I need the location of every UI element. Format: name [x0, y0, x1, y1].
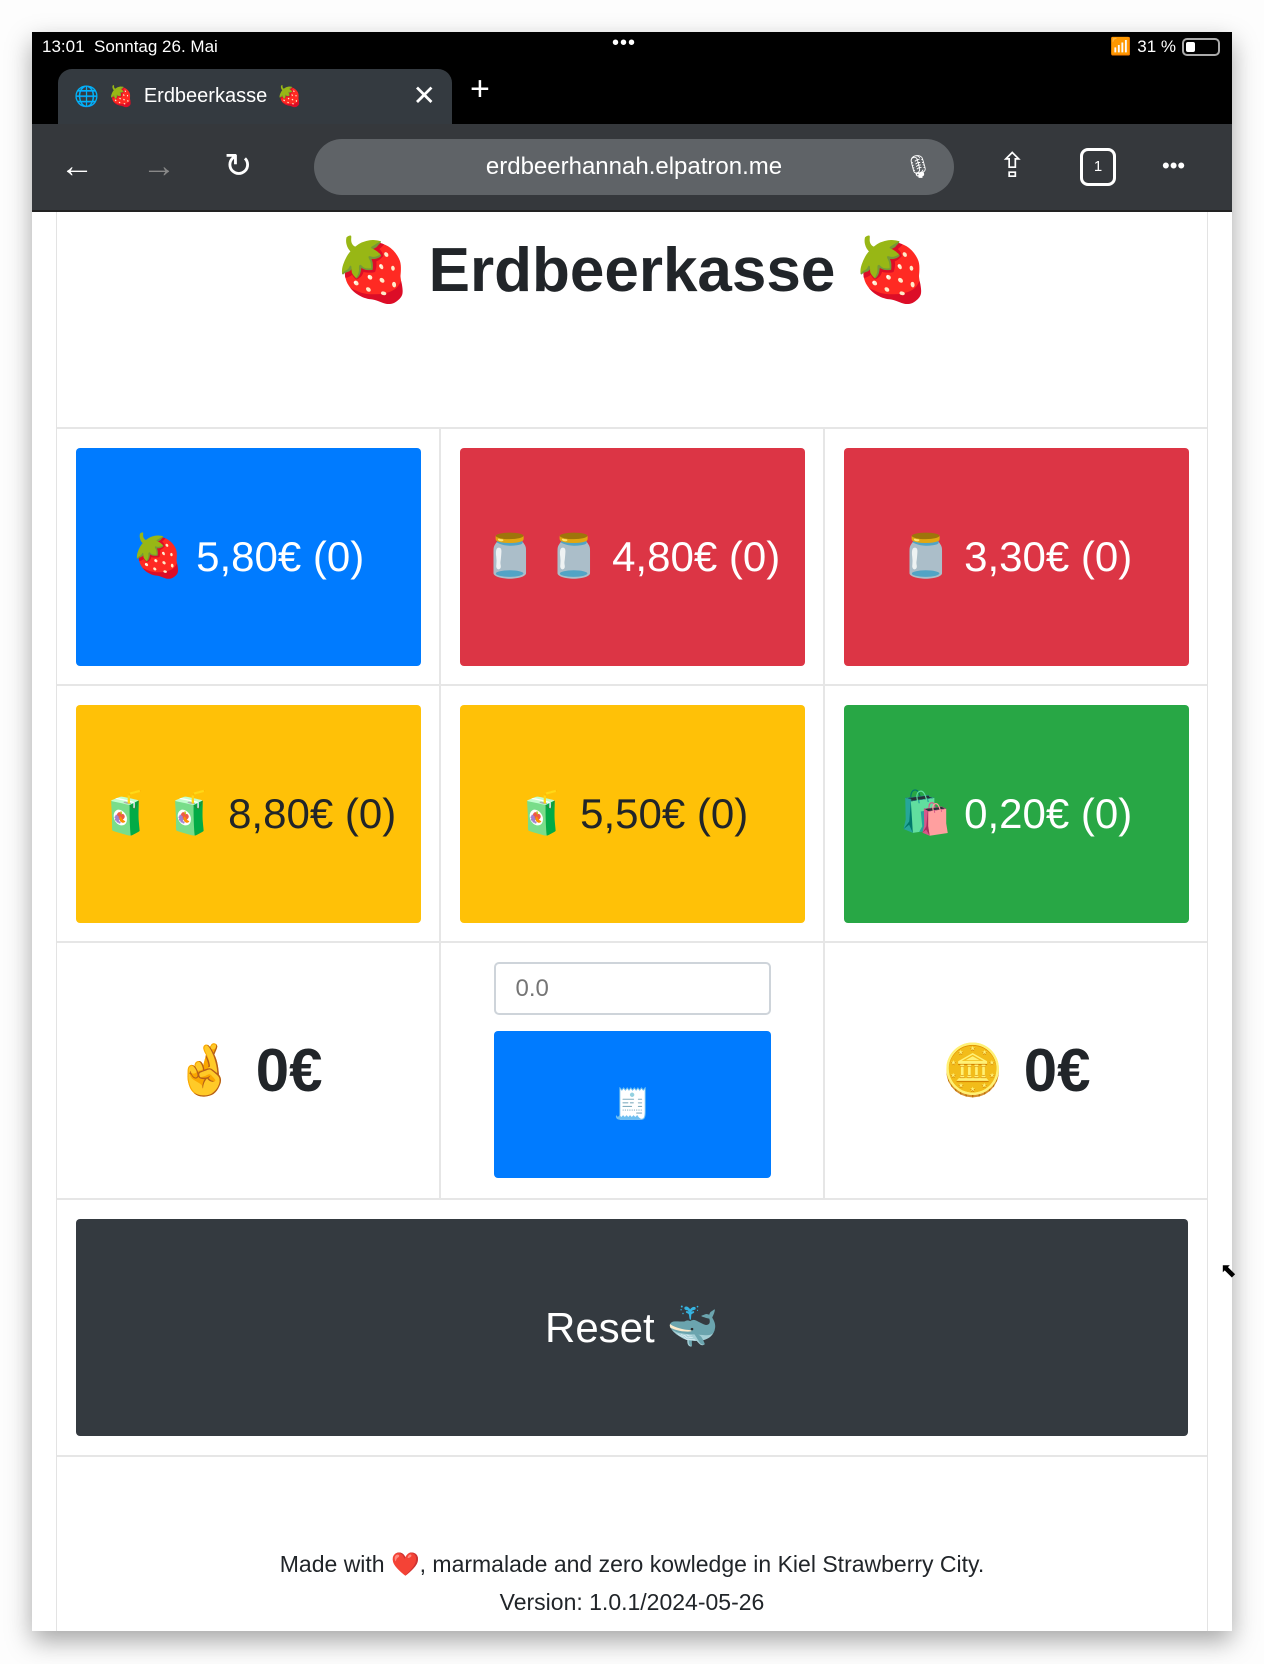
clock: 13:01	[42, 37, 85, 56]
tab-erdbeerkasse[interactable]: 🌐 🍓 Erdbeerkasse 🍓 ✕	[58, 69, 452, 124]
strawberry-icon: 🍓	[852, 236, 930, 305]
juice-box-icon: 🧃 🧃	[99, 789, 217, 836]
globe-icon: 🌐	[74, 86, 99, 108]
tab-bar: 🌐 🍓 Erdbeerkasse 🍓 ✕ +	[32, 62, 1232, 124]
strawberry-icon: 🍓	[108, 86, 134, 108]
strawberry-icon: 🍓	[334, 236, 412, 305]
page-content: 🍓 Erdbeerkasse 🍓 🍓 5,80€ (0) 🫙 🫙 4,80€ (0)…	[56, 212, 1208, 1631]
product-button-bag[interactable]: 🛍️ 0,20€ (0)	[843, 704, 1189, 923]
close-tab-icon[interactable]: ✕	[412, 80, 436, 111]
tab-count-button[interactable]: 1	[1080, 148, 1116, 186]
wifi-icon: 📶	[1110, 37, 1132, 56]
crossed-fingers-icon: 🤞	[173, 1042, 236, 1098]
jar-icon: 🫙	[899, 532, 953, 579]
battery-percent: 31 %	[1137, 37, 1176, 56]
microphone-icon[interactable]: 🎙	[904, 154, 932, 179]
address-bar[interactable]: erdbeerhannah.elpatron.me 🎙	[314, 139, 954, 195]
coin-icon: 🪙	[941, 1042, 1004, 1098]
reload-icon[interactable]: ↻	[224, 147, 253, 185]
more-menu-icon[interactable]: •••	[1162, 153, 1186, 178]
browser-toolbar: ← → ↻ erdbeerhannah.elpatron.me 🎙 ⇪ 1 ••…	[32, 124, 1232, 212]
receipt-icon: 🧾	[613, 1088, 651, 1121]
given-amount-input[interactable]	[493, 962, 771, 1015]
share-icon[interactable]: ⇪	[998, 147, 1027, 185]
page-title: 🍓 Erdbeerkasse 🍓	[57, 212, 1207, 429]
status-bar: 13:01 Sonntag 26. Mai ••• 📶 31 %	[32, 32, 1232, 62]
jar-icon: 🫙 🫙	[483, 532, 601, 579]
version-text: Version: 1.0.1/2024-05-26	[499, 1589, 765, 1615]
footer: Made with ❤️, marmalade and zero kowledg…	[57, 1457, 1207, 1621]
strawberry-icon: 🍓	[277, 86, 303, 108]
product-button-strawberries[interactable]: 🍓 5,80€ (0)	[75, 447, 421, 666]
product-button-two-juices[interactable]: 🧃 🧃 8,80€ (0)	[75, 704, 421, 923]
product-button-juice[interactable]: 🧃 5,50€ (0)	[459, 704, 805, 923]
product-row-1: 🍓 5,80€ (0) 🫙 🫙 4,80€ (0) 🫙 3,30€ (0)	[57, 429, 1207, 686]
receipt-button[interactable]: 🧾	[493, 1031, 771, 1178]
battery-icon	[1182, 38, 1220, 56]
mouse-cursor-icon: ⬉	[1220, 1260, 1237, 1282]
juice-box-icon: 🧃	[515, 789, 569, 836]
back-arrow-icon[interactable]: ←	[60, 147, 94, 185]
whale-icon: 🐳	[666, 1303, 719, 1350]
totals-row: 🤞0€ 🧾 🪙0€	[57, 943, 1207, 1200]
tab-title: Erdbeerkasse	[143, 85, 268, 107]
new-tab-button[interactable]: +	[470, 70, 490, 108]
date: Sonntag 26. Mai	[94, 37, 218, 56]
browser-window: 13:01 Sonntag 26. Mai ••• 📶 31 % 🌐 🍓 Erd…	[32, 32, 1232, 1631]
product-row-2: 🧃 🧃 8,80€ (0) 🧃 5,50€ (0) 🛍️ 0,20€ (0)	[57, 686, 1207, 943]
forward-arrow-icon[interactable]: →	[142, 147, 176, 185]
shopping-bags-icon: 🛍️	[899, 789, 953, 836]
total-amount: 🤞 0€	[173, 1037, 323, 1104]
change-amount: 🪙 0€	[941, 1037, 1091, 1104]
url-text: erdbeerhannah.elpatron.me	[485, 153, 783, 180]
multitasking-dots[interactable]: •••	[612, 32, 637, 54]
strawberry-icon: 🍓	[131, 532, 185, 579]
product-button-jar[interactable]: 🫙 3,30€ (0)	[843, 447, 1189, 666]
reset-button[interactable]: Reset 🐳	[76, 1219, 1188, 1436]
product-button-two-jars[interactable]: 🫙 🫙 4,80€ (0)	[459, 447, 805, 666]
heart-icon: ❤️	[390, 1551, 420, 1577]
